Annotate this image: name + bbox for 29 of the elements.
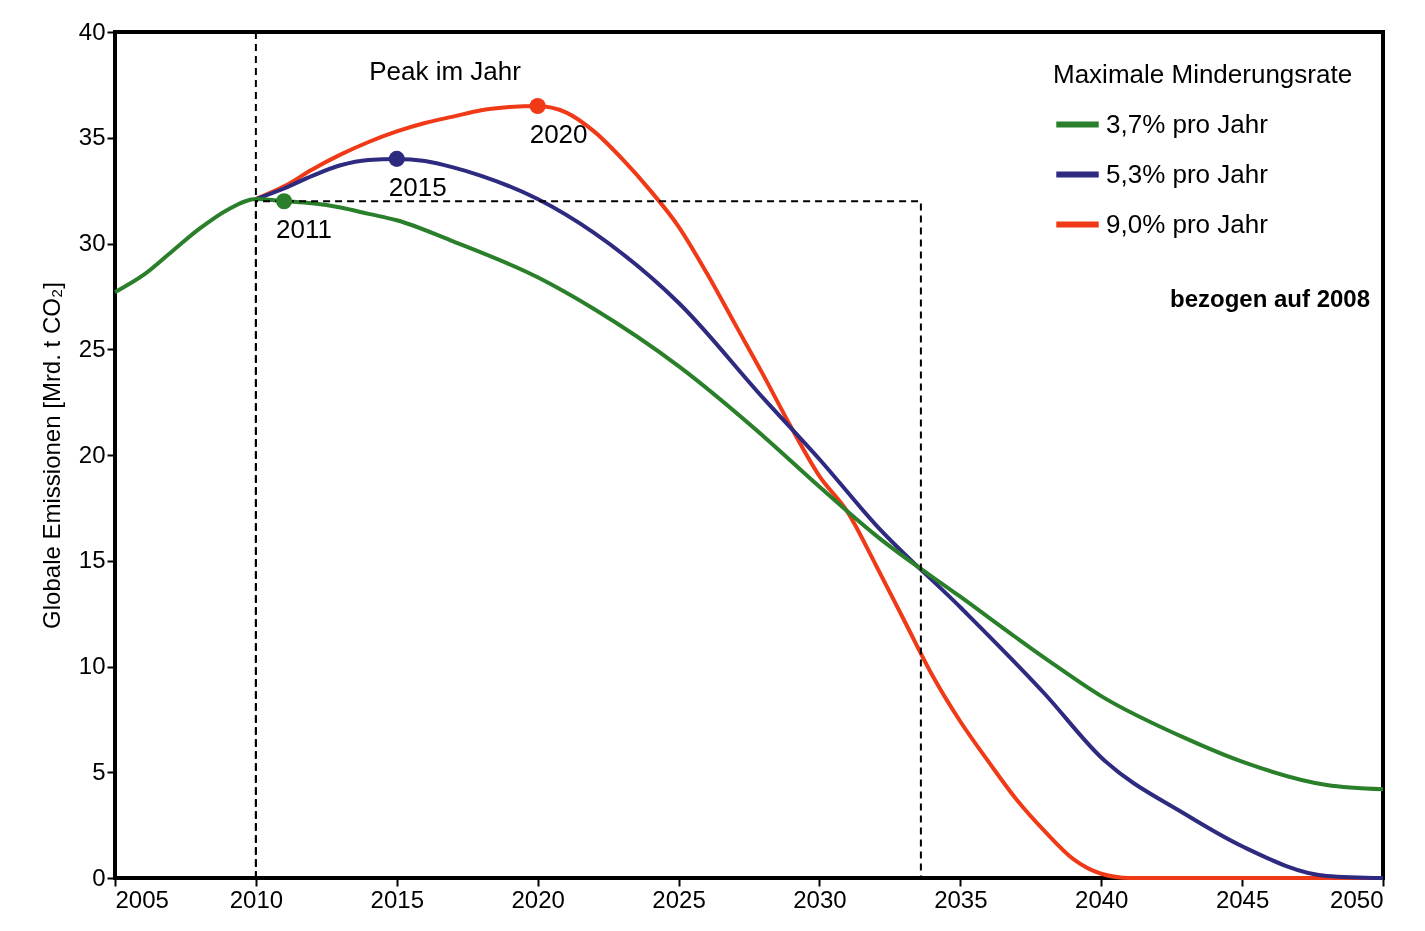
x-tick-label: 2030	[793, 885, 847, 913]
y-tick-label: 40	[78, 17, 106, 45]
x-tick-label: 2025	[652, 885, 706, 913]
x-tick-label: 2015	[370, 885, 424, 913]
y-tick-label: 30	[78, 229, 106, 256]
annotation: 2015	[388, 171, 447, 202]
legend-label: 9,0% pro Jahr	[1106, 208, 1269, 239]
y-axis-title: Globale Emissionen [Mrd. t CO₂]	[37, 282, 65, 629]
y-tick-label: 10	[78, 652, 106, 679]
x-tick-label: 2040	[1075, 885, 1129, 913]
y-tick-label: 15	[78, 546, 106, 574]
y-tick-label: 20	[78, 440, 106, 468]
x-tick-label: 2010	[229, 885, 284, 913]
annotation: Peak im Jahr	[369, 56, 522, 86]
x-tick-label: 2020	[511, 885, 565, 913]
x-tick-label: 2045	[1215, 885, 1270, 913]
y-tick-label: 0	[92, 863, 106, 891]
x-tick-label: 2035	[934, 885, 988, 913]
legend-title: Maximale Minderungsrate	[1053, 59, 1353, 89]
annotation: 2011	[276, 214, 332, 245]
legend-label: 3,7% pro Jahr	[1106, 108, 1269, 139]
x-tick-label: 2005	[115, 885, 169, 913]
annotation: 2020	[529, 119, 588, 150]
legend-label: 5,3% pro Jahr	[1106, 158, 1269, 189]
annotation: bezogen auf 2008	[1169, 285, 1371, 312]
y-tick-label: 5	[92, 757, 106, 785]
y-tick-label: 25	[78, 334, 106, 362]
y-tick-label: 35	[78, 123, 106, 151]
x-tick-label: 2050	[1330, 885, 1384, 913]
